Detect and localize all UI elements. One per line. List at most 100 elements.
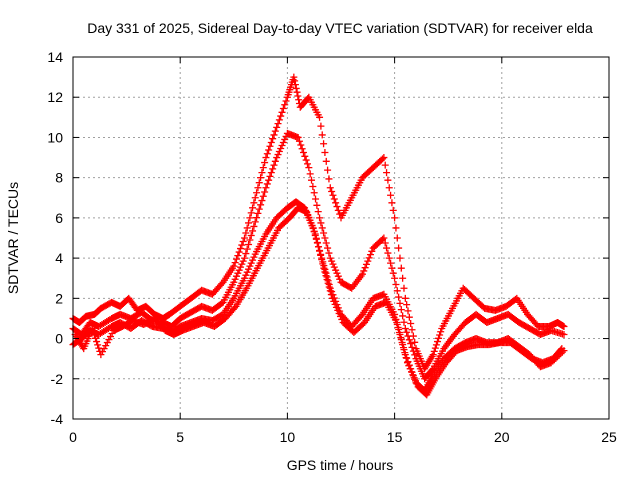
data-point: [395, 293, 403, 301]
data-point: [301, 152, 309, 160]
data-point: [383, 244, 391, 252]
data-point: [388, 264, 396, 272]
data-point: [98, 348, 106, 356]
data-point: [321, 234, 329, 242]
data-point: [324, 166, 332, 174]
data-point: [326, 287, 334, 295]
data-point: [432, 341, 440, 349]
data-point: [360, 267, 368, 275]
data-point: [107, 333, 115, 341]
data-point: [238, 241, 246, 249]
data-point: [396, 254, 404, 262]
data-point: [364, 257, 372, 265]
data-point: [249, 256, 257, 264]
data-point: [271, 127, 279, 135]
data-point: [407, 368, 415, 376]
data-point: [231, 304, 239, 312]
data-point: [320, 264, 328, 272]
series-3: [69, 198, 568, 395]
data-point: [330, 263, 338, 271]
x-tick-labels: 0 5 10 15 20 25: [69, 429, 617, 445]
data-point: [279, 138, 287, 146]
data-point: [318, 224, 326, 232]
data-point: [366, 251, 374, 259]
data-point: [295, 96, 303, 104]
data-point: [241, 254, 249, 262]
data-point: [302, 156, 310, 164]
data-point: [379, 155, 387, 163]
data-point: [304, 160, 311, 168]
data-point: [408, 326, 416, 334]
data-point: [394, 323, 402, 331]
data-point: [275, 148, 283, 156]
data-point: [308, 176, 316, 184]
data-point: [558, 345, 566, 353]
data-point: [92, 334, 100, 342]
y-tick-label: 4: [55, 250, 63, 266]
data-point: [332, 303, 340, 311]
data-point: [246, 262, 254, 270]
data-point: [405, 362, 413, 370]
data-point: [245, 219, 253, 227]
data-point: [259, 164, 267, 172]
data-point: [312, 234, 320, 242]
data-point: [239, 238, 247, 246]
y-tick-label: 14: [47, 49, 63, 65]
data-point: [258, 197, 266, 205]
data-point: [251, 194, 259, 202]
data-point: [329, 191, 337, 199]
y-tick-label: 10: [47, 129, 63, 145]
data-point: [392, 224, 400, 232]
data-point: [253, 189, 261, 197]
data-point: [242, 250, 250, 258]
data-point: [411, 351, 419, 359]
data-point: [295, 137, 303, 145]
data-point: [312, 195, 320, 203]
data-point: [560, 322, 568, 330]
x-axis-label: GPS time / hours: [287, 457, 394, 473]
series-4: [71, 204, 566, 399]
data-point: [384, 249, 392, 257]
data-point: [267, 138, 275, 146]
data-point: [254, 209, 262, 217]
data-point: [94, 341, 102, 349]
data-point: [395, 244, 403, 252]
data-point: [243, 224, 251, 232]
axis-ticks: [72, 56, 610, 420]
data-point: [330, 297, 338, 305]
data-point: [267, 169, 275, 177]
data-point: [322, 157, 330, 165]
data-point: [257, 201, 265, 209]
data-point: [436, 331, 444, 339]
data-point: [254, 184, 262, 192]
data-point: [391, 214, 399, 222]
data-points: [69, 73, 568, 399]
data-point: [335, 309, 343, 317]
x-tick-label: 5: [176, 429, 184, 445]
data-point: [93, 338, 101, 346]
data-point: [234, 252, 242, 260]
data-point: [381, 161, 389, 169]
data-point: [385, 254, 393, 262]
data-point: [380, 154, 388, 162]
data-point: [324, 279, 332, 287]
data-point: [266, 142, 274, 150]
y-tick-label: -4: [51, 411, 64, 427]
data-point: [405, 336, 413, 344]
y-tick-label: 8: [55, 170, 63, 186]
data-point: [406, 365, 414, 373]
data-point: [410, 374, 418, 382]
data-point: [431, 344, 439, 352]
data-point: [403, 328, 411, 336]
data-point: [557, 346, 565, 354]
data-point: [243, 268, 251, 276]
data-point: [368, 247, 376, 255]
data-point: [97, 351, 105, 359]
data-point: [238, 260, 246, 268]
data-point: [384, 176, 392, 184]
data-point: [297, 141, 305, 149]
data-point: [401, 294, 409, 302]
data-point: [323, 275, 331, 283]
data-point: [358, 270, 366, 278]
data-point: [320, 229, 328, 237]
